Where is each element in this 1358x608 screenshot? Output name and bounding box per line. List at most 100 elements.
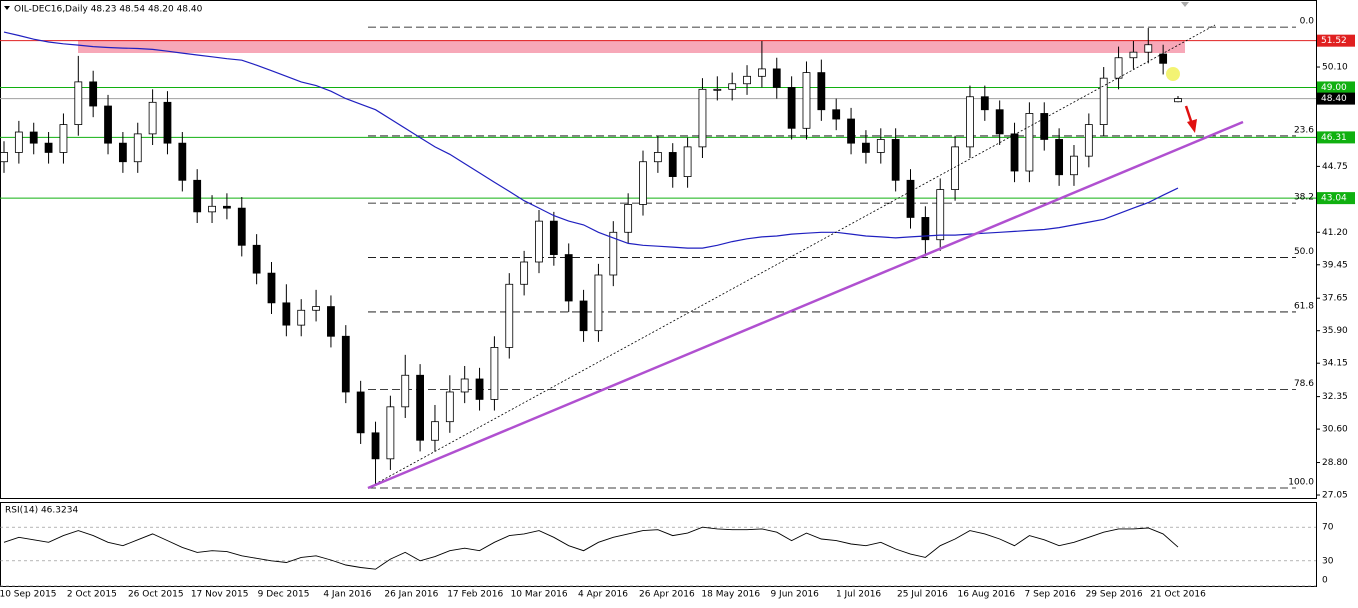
candle-body [980,96,989,111]
price-box-label: 48.40 [1321,94,1347,104]
candle-body [1055,139,1064,176]
x-tick-label: 18 May 2016 [701,590,760,600]
x-tick-label: 26 Apr 2016 [639,590,695,600]
trend-channel-line [367,24,1216,489]
x-tick-label: 7 Sep 2016 [1025,590,1077,600]
candle-body [1025,113,1034,172]
candle-body [668,152,677,177]
y-tick-label: 0 [1322,576,1328,586]
candle-body [1010,133,1019,172]
candle-body [416,374,425,441]
candle-body [757,68,766,77]
fib-label: 78.6 [1294,379,1314,389]
down-arrow [1184,105,1197,133]
candle-body [327,306,335,337]
candle-body [1040,113,1049,140]
price-box-label: 51.52 [1321,36,1347,46]
rsi-line [3,526,1179,570]
candle-body [653,152,662,163]
fib-label: 100.0 [1288,477,1314,487]
candle-body [594,274,603,332]
candle-body [535,220,543,263]
candle-body [341,335,350,393]
candle-body [549,220,558,255]
price-box [1317,92,1355,105]
candle-body [624,204,633,233]
price-box [1317,34,1355,47]
y-tick-label: 27.05 [1322,491,1348,501]
fib-label: 61.8 [1294,301,1314,311]
support-trendline [367,120,1244,490]
x-tick-label: 4 Apr 2016 [578,590,628,600]
y-tick-label: 41.20 [1322,228,1348,238]
main-panel [0,0,1317,499]
candle-body [787,87,796,129]
candle-body [520,261,529,285]
candle-body [995,109,1004,135]
candle-body [921,217,930,241]
header-icon [4,6,10,10]
candle-body [490,347,499,400]
x-tick-label: 1 Jul 2016 [836,590,881,600]
y-tick-label: 32.35 [1322,392,1348,402]
price-box [1317,192,1355,205]
candle-body [698,88,707,148]
y-tick-label: 39.45 [1322,260,1348,270]
candle-body [966,96,974,148]
x-tick-label: 4 Jan 2016 [323,590,371,600]
fib-label: 0.0 [1300,17,1315,27]
candle-body [401,374,410,408]
candle-body [802,72,811,129]
header: OIL-DEC16,Daily 48.23 48.54 48.20 48.40 [14,5,203,15]
candle-body [713,88,722,91]
candle-body [252,244,261,274]
candle-body [609,231,618,276]
candle-body [906,179,915,218]
candle-body [951,146,959,190]
price-box-label: 49.00 [1321,83,1347,93]
candle-body [193,179,202,213]
fib-label: 23.6 [1294,125,1314,135]
candle-body [59,124,68,153]
candle-body [1129,51,1138,59]
y-tick-label: 28.80 [1322,458,1348,468]
y-tick-label: 44.75 [1322,162,1348,172]
candle-body [876,139,885,153]
x-tick-label: 29 Sep 2016 [1086,590,1143,600]
candle-body [178,142,187,181]
candle-body [475,378,484,400]
x-tick-label: 10 Mar 2016 [511,590,568,600]
y-tick-label: 37.65 [1322,294,1348,304]
candle-body [1174,98,1182,103]
price-box-label: 43.04 [1321,194,1347,204]
y-tick-label: 34.15 [1322,359,1348,369]
candle-body [639,161,647,205]
x-tick-label: 16 Aug 2016 [958,590,1016,600]
candle-body [728,83,737,90]
highlight-marker [1166,67,1180,81]
candle-body [0,152,8,163]
candle-body [356,391,365,434]
candle-body [163,101,172,144]
x-tick-label: 21 Oct 2016 [1150,590,1206,600]
x-tick-label: 2 Oct 2015 [67,590,117,600]
candle-body [847,118,855,144]
candle-body [282,302,291,326]
candle-body [104,105,112,144]
candle-body [1144,44,1153,53]
price-box-label: 46.31 [1321,133,1347,143]
candle-body [772,68,781,88]
y-tick-label: 50.10 [1322,63,1348,73]
candle-body [1084,124,1093,157]
x-tick-label: 26 Oct 2015 [128,590,184,600]
price-box [1317,131,1355,144]
x-tick-label: 10 Sep 2015 [0,590,57,600]
candle-body [312,306,320,311]
fib-label: 50.0 [1294,247,1314,257]
candle-body [505,283,514,348]
candle-body [14,131,23,153]
resistance-zone [78,40,1185,53]
x-tick-label: 17 Nov 2015 [191,590,249,600]
x-tick-label: 9 Dec 2015 [258,590,310,600]
